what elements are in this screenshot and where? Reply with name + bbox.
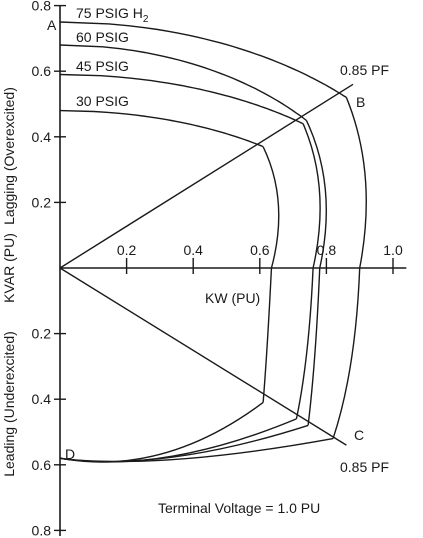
- x-tick-label-0.8: 0.8: [317, 242, 337, 258]
- y-tick-label-3: 0.2: [32, 194, 52, 210]
- x-tick-label-0.4: 0.4: [183, 242, 203, 258]
- armature-arc-0: [332, 97, 367, 439]
- field-limit-arc-1: [59, 44, 307, 121]
- armature-arc-3: [262, 146, 280, 403]
- field-limit-arc-0: [59, 21, 347, 99]
- underexcited-limit-1: [59, 424, 309, 463]
- y-tick-label-7: 0.8: [32, 522, 52, 538]
- field-limit-arc-3: [59, 109, 264, 148]
- y-tick-label-0: 0.8: [32, 0, 52, 14]
- pf-line-0: [59, 83, 354, 269]
- x-tick-label-0.6: 0.6: [250, 242, 270, 258]
- underexcited-limit-2: [59, 418, 297, 463]
- y-tick-label-6: 0.6: [32, 457, 52, 473]
- armature-arc-2: [295, 123, 321, 420]
- y-tick-label-2: 0.4: [32, 129, 52, 145]
- x-tick-label-0.2: 0.2: [117, 242, 137, 258]
- field-limit-arc-2: [59, 73, 304, 125]
- underexcited-limit-3: [59, 401, 264, 463]
- pf-line-1: [59, 267, 347, 446]
- y-tick-label-5: 0.4: [32, 391, 52, 407]
- y-tick-label-1: 0.6: [32, 63, 52, 79]
- armature-arc-1: [305, 120, 327, 426]
- x-tick-label-1.0: 1.0: [383, 242, 403, 258]
- y-tick-label-4: 0.2: [32, 326, 52, 342]
